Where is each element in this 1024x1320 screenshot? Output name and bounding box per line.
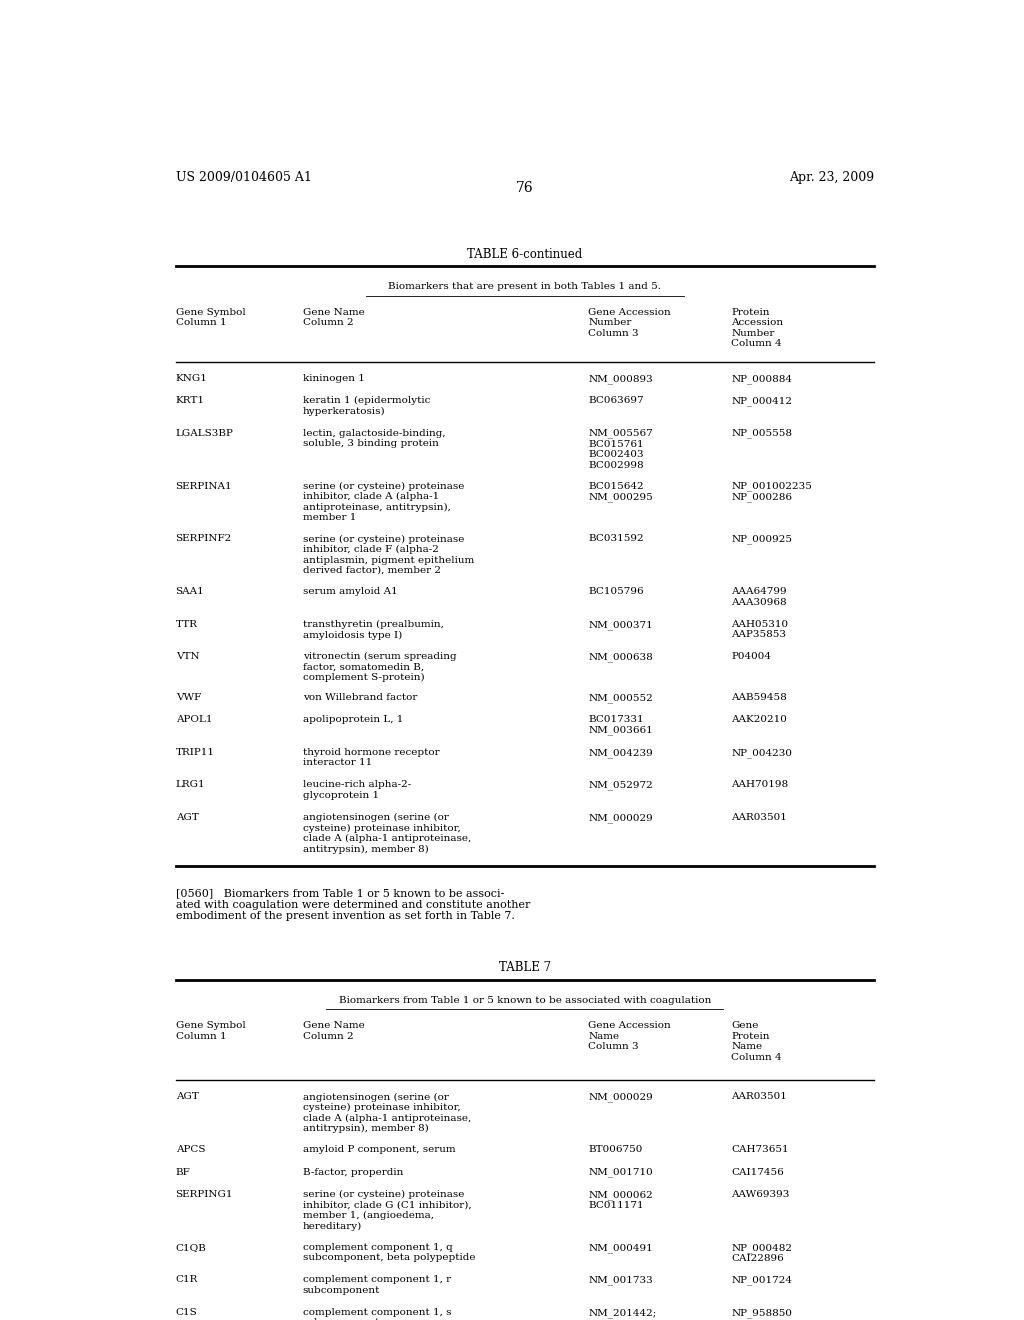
Text: NP_004230: NP_004230 bbox=[731, 748, 793, 758]
Text: NM_001710: NM_001710 bbox=[588, 1168, 653, 1177]
Text: keratin 1 (epidermolytic
hyperkeratosis): keratin 1 (epidermolytic hyperkeratosis) bbox=[303, 396, 430, 416]
Text: BT006750: BT006750 bbox=[588, 1146, 643, 1154]
Text: AAR03501: AAR03501 bbox=[731, 1093, 787, 1101]
Text: P04004: P04004 bbox=[731, 652, 771, 661]
Text: NP_001002235
NP_000286: NP_001002235 NP_000286 bbox=[731, 482, 812, 503]
Text: TRIP11: TRIP11 bbox=[176, 748, 215, 756]
Text: KNG1: KNG1 bbox=[176, 374, 208, 383]
Text: BC105796: BC105796 bbox=[588, 587, 644, 597]
Text: apolipoprotein L, 1: apolipoprotein L, 1 bbox=[303, 715, 403, 725]
Text: NP_000925: NP_000925 bbox=[731, 535, 793, 544]
Text: NP_000884: NP_000884 bbox=[731, 374, 793, 384]
Text: C1S: C1S bbox=[176, 1308, 198, 1317]
Text: AAW69393: AAW69393 bbox=[731, 1191, 790, 1199]
Text: SERPINA1: SERPINA1 bbox=[176, 482, 232, 491]
Text: APOL1: APOL1 bbox=[176, 715, 212, 725]
Text: SERPING1: SERPING1 bbox=[176, 1191, 233, 1199]
Text: vitronectin (serum spreading
factor, somatomedin B,
complement S-protein): vitronectin (serum spreading factor, som… bbox=[303, 652, 457, 682]
Text: AAR03501: AAR03501 bbox=[731, 813, 787, 822]
Text: C1R: C1R bbox=[176, 1275, 198, 1284]
Text: Apr. 23, 2009: Apr. 23, 2009 bbox=[788, 170, 873, 183]
Text: 76: 76 bbox=[516, 181, 534, 195]
Text: TABLE 6-continued: TABLE 6-continued bbox=[467, 248, 583, 261]
Text: complement component 1, s
subcomponent: complement component 1, s subcomponent bbox=[303, 1308, 452, 1320]
Text: NM_000029: NM_000029 bbox=[588, 813, 653, 822]
Text: angiotensinogen (serine (or
cysteine) proteinase inhibitor,
clade A (alpha-1 ant: angiotensinogen (serine (or cysteine) pr… bbox=[303, 1093, 471, 1134]
Text: kininogen 1: kininogen 1 bbox=[303, 374, 365, 383]
Text: US 2009/0104605 A1: US 2009/0104605 A1 bbox=[176, 170, 311, 183]
Text: APCS: APCS bbox=[176, 1146, 205, 1154]
Text: Biomarkers that are present in both Tables 1 and 5.: Biomarkers that are present in both Tabl… bbox=[388, 282, 662, 292]
Text: lectin, galactoside-binding,
soluble, 3 binding protein: lectin, galactoside-binding, soluble, 3 … bbox=[303, 429, 445, 449]
Text: C1QB: C1QB bbox=[176, 1243, 207, 1251]
Text: NM_000491: NM_000491 bbox=[588, 1243, 653, 1253]
Text: NM_000062
BC011171: NM_000062 BC011171 bbox=[588, 1191, 653, 1210]
Text: BC063697: BC063697 bbox=[588, 396, 644, 405]
Text: NP_000412: NP_000412 bbox=[731, 396, 793, 407]
Text: TTR: TTR bbox=[176, 620, 198, 628]
Text: AAK20210: AAK20210 bbox=[731, 715, 787, 725]
Text: NM_000638: NM_000638 bbox=[588, 652, 653, 663]
Text: NM_000029: NM_000029 bbox=[588, 1093, 653, 1102]
Text: AAH70198: AAH70198 bbox=[731, 780, 788, 789]
Text: NP_000482
CAI22896: NP_000482 CAI22896 bbox=[731, 1243, 793, 1263]
Text: Gene Name
Column 2: Gene Name Column 2 bbox=[303, 1022, 365, 1040]
Text: SERPINF2: SERPINF2 bbox=[176, 535, 231, 544]
Text: BC015642
NM_000295: BC015642 NM_000295 bbox=[588, 482, 653, 502]
Text: KRT1: KRT1 bbox=[176, 396, 205, 405]
Text: leucine-rich alpha-2-
glycoprotein 1: leucine-rich alpha-2- glycoprotein 1 bbox=[303, 780, 411, 800]
Text: AGT: AGT bbox=[176, 813, 199, 822]
Text: serine (or cysteine) proteinase
inhibitor, clade G (C1 inhibitor),
member 1, (an: serine (or cysteine) proteinase inhibito… bbox=[303, 1191, 471, 1230]
Text: CAH73651: CAH73651 bbox=[731, 1146, 788, 1154]
Text: Gene Name
Column 2: Gene Name Column 2 bbox=[303, 308, 365, 327]
Text: VTN: VTN bbox=[176, 652, 200, 661]
Text: Gene Accession
Name
Column 3: Gene Accession Name Column 3 bbox=[588, 1022, 671, 1051]
Text: NM_000893: NM_000893 bbox=[588, 374, 653, 384]
Text: Biomarkers from Table 1 or 5 known to be associated with coagulation: Biomarkers from Table 1 or 5 known to be… bbox=[339, 995, 711, 1005]
Text: transthyretin (prealbumin,
amyloidosis type I): transthyretin (prealbumin, amyloidosis t… bbox=[303, 620, 443, 639]
Text: Gene Symbol
Column 1: Gene Symbol Column 1 bbox=[176, 1022, 246, 1040]
Text: amyloid P component, serum: amyloid P component, serum bbox=[303, 1146, 456, 1154]
Text: NP_005558: NP_005558 bbox=[731, 429, 793, 438]
Text: NM_005567
BC015761
BC002403
BC002998: NM_005567 BC015761 BC002403 BC002998 bbox=[588, 429, 653, 470]
Text: NP_958850
NP_001725: NP_958850 NP_001725 bbox=[731, 1308, 793, 1320]
Text: SAA1: SAA1 bbox=[176, 587, 205, 597]
Text: angiotensinogen (serine (or
cysteine) proteinase inhibitor,
clade A (alpha-1 ant: angiotensinogen (serine (or cysteine) pr… bbox=[303, 813, 471, 854]
Text: NM_004239: NM_004239 bbox=[588, 748, 653, 758]
Text: LGALS3BP: LGALS3BP bbox=[176, 429, 233, 438]
Text: AAA64799
AAA30968: AAA64799 AAA30968 bbox=[731, 587, 786, 607]
Text: NM_001733: NM_001733 bbox=[588, 1275, 653, 1286]
Text: serum amyloid A1: serum amyloid A1 bbox=[303, 587, 397, 597]
Text: complement component 1, q
subcomponent, beta polypeptide: complement component 1, q subcomponent, … bbox=[303, 1243, 475, 1262]
Text: TABLE 7: TABLE 7 bbox=[499, 961, 551, 974]
Text: AGT: AGT bbox=[176, 1093, 199, 1101]
Text: Gene
Protein
Name
Column 4: Gene Protein Name Column 4 bbox=[731, 1022, 781, 1061]
Text: Protein
Accession
Number
Column 4: Protein Accession Number Column 4 bbox=[731, 308, 783, 348]
Text: NM_000371: NM_000371 bbox=[588, 620, 653, 630]
Text: BF: BF bbox=[176, 1168, 190, 1176]
Text: BC031592: BC031592 bbox=[588, 535, 644, 544]
Text: AAH05310
AAP35853: AAH05310 AAP35853 bbox=[731, 620, 788, 639]
Text: thyroid hormone receptor
interactor 11: thyroid hormone receptor interactor 11 bbox=[303, 748, 439, 767]
Text: Gene Symbol
Column 1: Gene Symbol Column 1 bbox=[176, 308, 246, 327]
Text: AAB59458: AAB59458 bbox=[731, 693, 786, 702]
Text: B-factor, properdin: B-factor, properdin bbox=[303, 1168, 403, 1176]
Text: LRG1: LRG1 bbox=[176, 780, 205, 789]
Text: [0560]   Biomarkers from Table 1 or 5 known to be associ-
ated with coagulation : [0560] Biomarkers from Table 1 or 5 know… bbox=[176, 888, 530, 921]
Text: von Willebrand factor: von Willebrand factor bbox=[303, 693, 417, 702]
Text: BC017331
NM_003661: BC017331 NM_003661 bbox=[588, 715, 653, 735]
Text: Gene Accession
Number
Column 3: Gene Accession Number Column 3 bbox=[588, 308, 671, 338]
Text: VWF: VWF bbox=[176, 693, 201, 702]
Text: NP_001724: NP_001724 bbox=[731, 1275, 793, 1286]
Text: CAI17456: CAI17456 bbox=[731, 1168, 784, 1176]
Text: NM_052972: NM_052972 bbox=[588, 780, 653, 791]
Text: serine (or cysteine) proteinase
inhibitor, clade F (alpha-2
antiplasmin, pigment: serine (or cysteine) proteinase inhibito… bbox=[303, 535, 474, 576]
Text: NM_201442;
NM_001734: NM_201442; NM_001734 bbox=[588, 1308, 656, 1320]
Text: NM_000552: NM_000552 bbox=[588, 693, 653, 702]
Text: serine (or cysteine) proteinase
inhibitor, clade A (alpha-1
antiproteinase, anti: serine (or cysteine) proteinase inhibito… bbox=[303, 482, 464, 523]
Text: complement component 1, r
subcomponent: complement component 1, r subcomponent bbox=[303, 1275, 451, 1295]
